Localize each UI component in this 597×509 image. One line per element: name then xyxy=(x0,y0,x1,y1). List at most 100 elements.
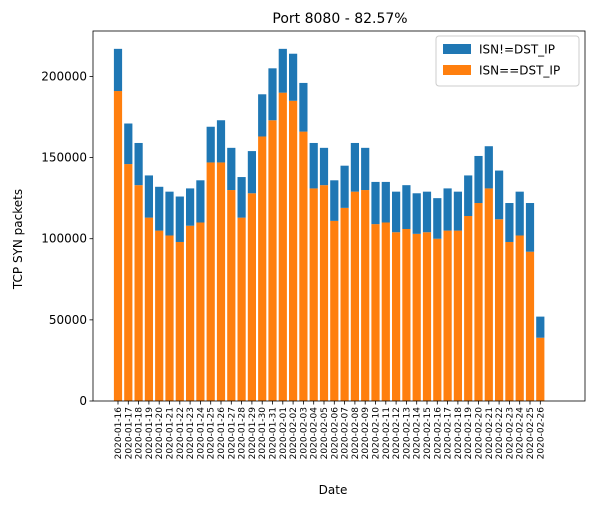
bar-isn-eq-dst-ip xyxy=(124,164,133,401)
bar-isn-ne-dst-ip xyxy=(186,188,195,226)
bar-isn-ne-dst-ip xyxy=(289,53,298,101)
bar-isn-eq-dst-ip xyxy=(289,100,298,401)
bar-isn-ne-dst-ip xyxy=(443,188,452,231)
x-tick-label: 2020-01-19 xyxy=(145,407,155,460)
legend-label: ISN==DST_IP xyxy=(479,64,560,78)
bar-isn-ne-dst-ip xyxy=(258,94,267,137)
bar-isn-eq-dst-ip xyxy=(453,230,462,401)
bar-isn-ne-dst-ip xyxy=(268,68,277,121)
bar-isn-eq-dst-ip xyxy=(392,232,401,401)
y-tick-label: 50000 xyxy=(49,313,87,327)
x-tick-label: 2020-02-02 xyxy=(289,407,299,459)
bar-isn-ne-dst-ip xyxy=(484,146,493,189)
bar-isn-ne-dst-ip xyxy=(278,48,287,93)
bar-isn-ne-dst-ip xyxy=(392,191,401,233)
bar-isn-eq-dst-ip xyxy=(216,162,226,401)
x-tick-label: 2020-01-25 xyxy=(207,407,217,459)
bar-isn-ne-dst-ip xyxy=(144,175,153,218)
bar-isn-ne-dst-ip xyxy=(422,191,432,233)
bar-isn-ne-dst-ip xyxy=(165,191,174,236)
bar-isn-eq-dst-ip xyxy=(206,162,215,401)
bar-isn-eq-dst-ip xyxy=(155,230,164,401)
x-tick-label: 2020-01-18 xyxy=(135,407,145,460)
x-tick-label: 2020-01-21 xyxy=(166,407,176,459)
bar-isn-ne-dst-ip xyxy=(350,142,359,192)
x-tick-label: 2020-02-25 xyxy=(526,407,536,459)
bar-isn-eq-dst-ip xyxy=(525,251,535,401)
bar-isn-ne-dst-ip xyxy=(237,177,246,218)
bar-isn-eq-dst-ip xyxy=(505,241,514,401)
x-tick-label: 2020-02-11 xyxy=(382,407,392,459)
bar-isn-eq-dst-ip xyxy=(258,136,267,402)
y-tick-label: 100000 xyxy=(41,232,87,246)
bar-isn-ne-dst-ip xyxy=(464,175,473,216)
bar-isn-eq-dst-ip xyxy=(268,120,277,401)
bar-isn-eq-dst-ip xyxy=(536,337,545,401)
bar-isn-eq-dst-ip xyxy=(278,92,287,402)
bar-isn-ne-dst-ip xyxy=(495,170,504,220)
bar-isn-ne-dst-ip xyxy=(299,82,308,132)
bar-isn-eq-dst-ip xyxy=(144,217,153,401)
bar-isn-ne-dst-ip xyxy=(381,181,390,223)
y-tick-label: 150000 xyxy=(41,151,87,165)
bar-isn-ne-dst-ip xyxy=(371,181,380,225)
bar-isn-eq-dst-ip xyxy=(464,216,473,401)
x-tick-label: 2020-02-07 xyxy=(341,407,351,459)
bar-isn-ne-dst-ip xyxy=(474,155,483,204)
x-tick-label: 2020-01-29 xyxy=(248,407,258,460)
x-tick-label: 2020-02-24 xyxy=(516,407,526,460)
x-tick-label: 2020-02-06 xyxy=(330,407,340,460)
axes-frame xyxy=(92,30,586,402)
chart-title: Port 8080 - 82.57% xyxy=(272,11,407,27)
bar-isn-eq-dst-ip xyxy=(474,203,483,401)
x-tick-label: 2020-01-31 xyxy=(269,407,279,459)
x-tick-label: 2020-01-20 xyxy=(155,407,165,460)
legend-swatch xyxy=(443,65,471,75)
bar-isn-eq-dst-ip xyxy=(227,190,236,401)
bar-isn-eq-dst-ip xyxy=(165,235,174,401)
bar-isn-ne-dst-ip xyxy=(124,123,133,165)
x-tick-label: 2020-02-23 xyxy=(505,407,515,459)
x-axis: 2020-01-16 2020-01-17 2020-01-18 2020-01-19… xyxy=(114,401,546,459)
bar-isn-eq-dst-ip xyxy=(175,241,184,401)
x-tick-label: 2020-01-16 xyxy=(114,407,124,460)
x-tick-label: 2020-02-14 xyxy=(413,407,423,460)
bar-isn-eq-dst-ip xyxy=(330,220,339,401)
x-tick-label: 2020-02-08 xyxy=(351,407,361,460)
x-tick-label: 2020-01-30 xyxy=(258,407,268,460)
x-tick-label: 2020-02-20 xyxy=(475,407,485,460)
bar-isn-ne-dst-ip xyxy=(196,180,205,223)
bar-isn-eq-dst-ip xyxy=(247,193,256,401)
bar-isn-ne-dst-ip xyxy=(319,147,329,186)
bar-isn-ne-dst-ip xyxy=(361,147,370,191)
bar-isn-eq-dst-ip xyxy=(113,91,123,401)
bar-isn-eq-dst-ip xyxy=(422,232,432,401)
bar-isn-eq-dst-ip xyxy=(361,190,370,401)
x-tick-label: 2020-01-17 xyxy=(124,407,134,459)
x-tick-label: 2020-02-16 xyxy=(433,407,443,460)
x-tick-label: 2020-02-04 xyxy=(310,407,320,460)
y-axis-label: TCP SYN packets xyxy=(11,189,25,290)
bar-isn-ne-dst-ip xyxy=(453,191,462,231)
x-tick-label: 2020-01-28 xyxy=(238,407,248,460)
y-tick-label: 0 xyxy=(79,394,87,408)
bar-isn-ne-dst-ip xyxy=(340,165,349,208)
x-tick-label: 2020-02-26 xyxy=(536,407,546,460)
bar-isn-ne-dst-ip xyxy=(402,185,411,229)
bar-isn-eq-dst-ip xyxy=(433,238,442,401)
bar-isn-eq-dst-ip xyxy=(309,188,318,401)
bar-isn-ne-dst-ip xyxy=(412,193,421,234)
bar-isn-ne-dst-ip xyxy=(247,151,256,194)
x-tick-label: 2020-01-27 xyxy=(227,407,237,459)
bar-isn-eq-dst-ip xyxy=(350,191,359,401)
bar-isn-ne-dst-ip xyxy=(433,198,442,239)
bar-isn-ne-dst-ip xyxy=(206,126,215,163)
bar-isn-eq-dst-ip xyxy=(443,230,452,401)
bar-isn-eq-dst-ip xyxy=(412,233,421,401)
bar-isn-eq-dst-ip xyxy=(515,235,524,401)
bar-isn-ne-dst-ip xyxy=(113,48,123,92)
x-tick-label: 2020-01-23 xyxy=(186,407,196,459)
x-tick-label: 2020-02-01 xyxy=(279,407,289,459)
bar-isn-ne-dst-ip xyxy=(216,120,226,163)
